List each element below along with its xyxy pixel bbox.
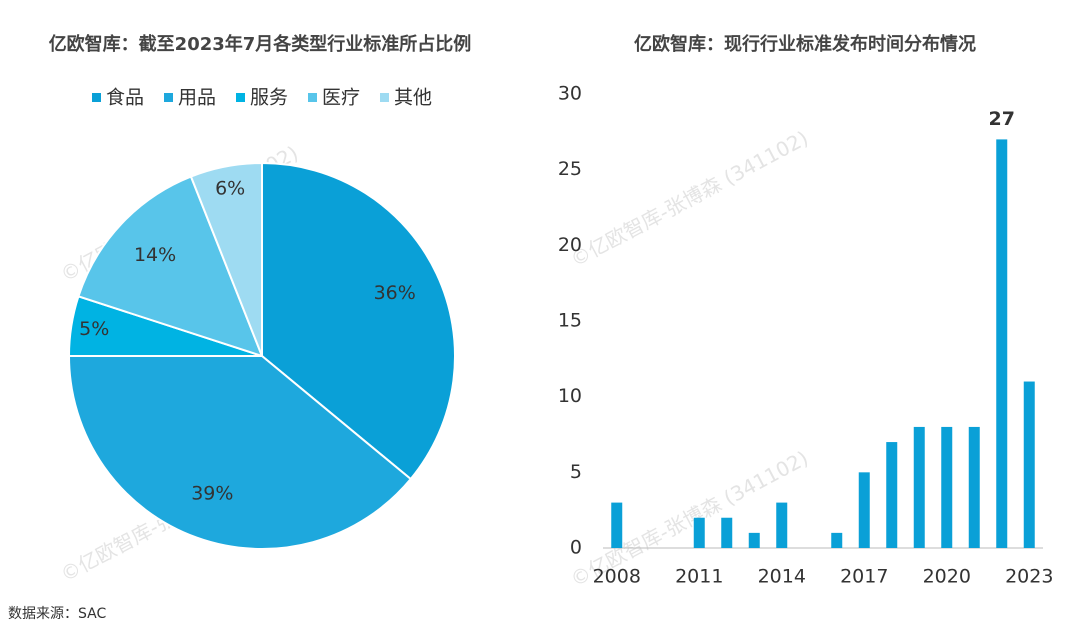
x-tick-label: 2017 [840, 566, 888, 588]
y-tick-label: 15 [558, 310, 582, 332]
legend-swatch [236, 93, 245, 102]
legend-label: 医疗 [322, 87, 360, 109]
slice-label: 5% [79, 318, 109, 340]
source-note: 数据来源：SAC [8, 606, 106, 622]
value-label: 27 [989, 108, 1015, 130]
bar [996, 139, 1008, 548]
slice-label: 6% [215, 178, 245, 200]
pie-slice [261, 161, 456, 481]
y-tick-label: 0 [570, 537, 582, 559]
bar [858, 472, 870, 548]
bar [693, 517, 705, 548]
bar [721, 517, 733, 548]
legend-label: 用品 [178, 87, 216, 109]
y-tick-label: 5 [570, 461, 582, 483]
pie-slice [189, 161, 263, 357]
bar [941, 426, 953, 548]
x-tick-label: 2020 [923, 566, 971, 588]
bar [886, 442, 898, 548]
x-tick-label: 2023 [1005, 566, 1053, 588]
bar [831, 532, 843, 548]
y-tick-label: 30 [558, 83, 582, 105]
y-tick-label: 10 [558, 385, 582, 407]
legend-label: 服务 [250, 87, 288, 109]
legend-swatch [380, 93, 389, 102]
pie-slice [67, 355, 413, 550]
slice-label: 39% [191, 483, 233, 505]
y-tick-label: 20 [558, 234, 582, 256]
chart-title: 亿欧智库：现行行业标准发布时间分布情况 [634, 33, 976, 55]
y-tick-label: 25 [558, 158, 582, 180]
bar [611, 502, 623, 548]
bar [1023, 381, 1035, 548]
pie-slice [77, 175, 264, 358]
legend-label: 食品 [106, 87, 144, 109]
bar [968, 426, 980, 548]
legend-swatch [308, 93, 317, 102]
legend-swatch [92, 93, 101, 102]
bar [776, 502, 788, 548]
x-tick-label: 2008 [593, 566, 641, 588]
x-tick-label: 2011 [675, 566, 723, 588]
watermark: ©亿欧智库-张博森 (341102) [566, 126, 812, 272]
slice-label: 36% [374, 282, 416, 304]
slice-label: 14% [134, 244, 176, 266]
bar [748, 532, 760, 548]
legend-label: 其他 [394, 87, 432, 109]
bar [913, 426, 925, 548]
chart-title: 亿欧智库：截至2023年7月各类型行业标准所占比例 [49, 33, 472, 55]
legend-swatch [164, 93, 173, 102]
x-tick-label: 2014 [758, 566, 806, 588]
